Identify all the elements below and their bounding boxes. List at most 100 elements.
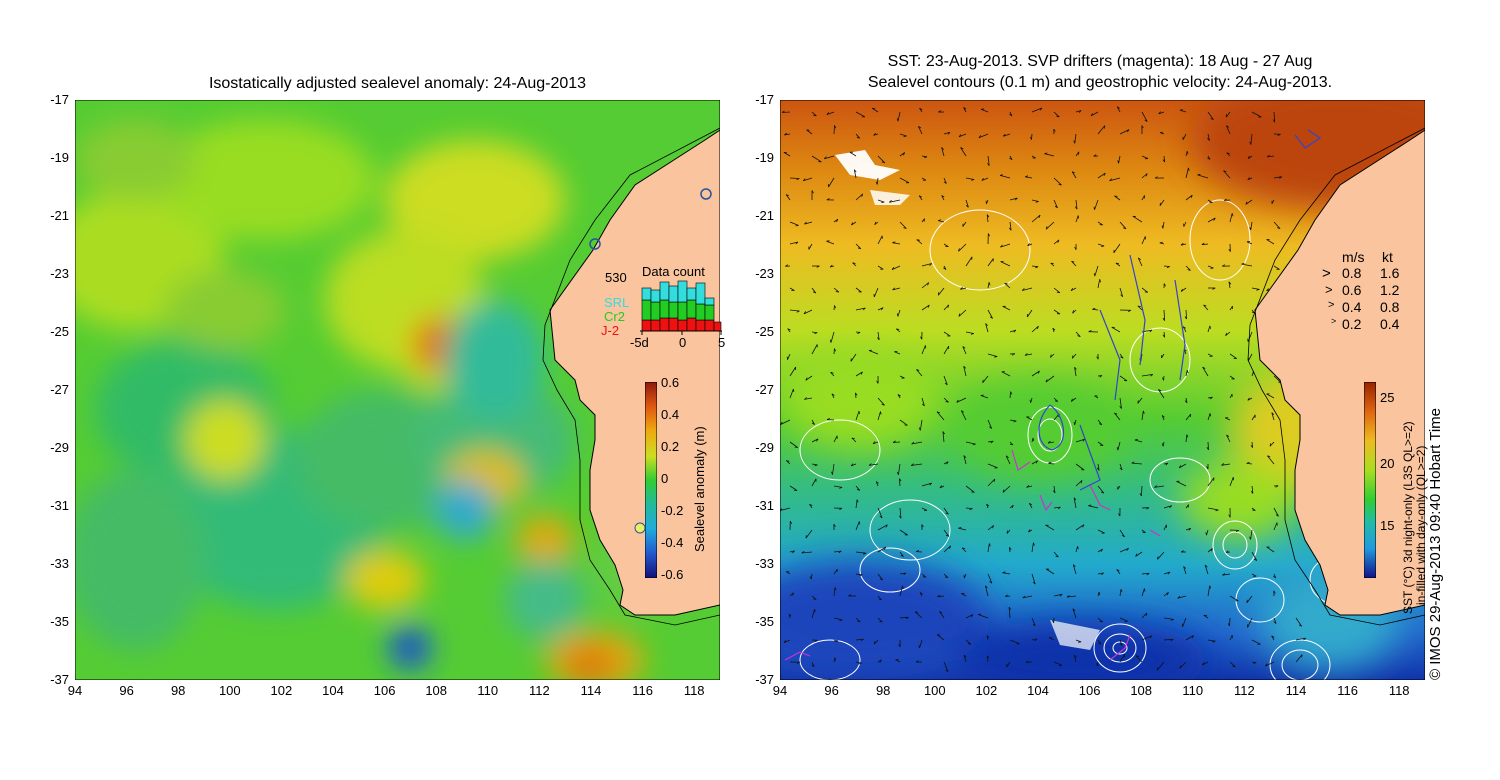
sst-colorbar-label-line1: SST (°C) 3d night-only (L3S QL>=2) xyxy=(1401,421,1415,614)
velocity-arrow xyxy=(1141,195,1145,201)
velocity-arrow-head xyxy=(1054,400,1058,402)
velocity-arrow-head xyxy=(958,527,962,529)
velocity-arrow-head xyxy=(857,332,861,334)
velocity-arrow-head xyxy=(988,282,991,286)
velocity-arrow-head xyxy=(789,520,792,524)
velocity-arrow xyxy=(876,177,879,185)
velocity-arrow xyxy=(1053,199,1058,209)
y-tick-label: -21 xyxy=(755,208,774,223)
velocity-arrow-head xyxy=(1098,423,1103,426)
velocity-arrow xyxy=(1159,199,1165,206)
velocity-arrow xyxy=(943,573,949,578)
velocity-arrow-head xyxy=(1050,354,1052,358)
velocity-arrow xyxy=(963,107,967,113)
velocity-arrow xyxy=(789,177,800,179)
velocity-arrow xyxy=(1182,326,1187,333)
velocity-arrow xyxy=(1273,265,1280,270)
velocity-arrow-head xyxy=(1053,128,1056,132)
velocity-arrow xyxy=(1273,522,1278,531)
y-tick-label: -29 xyxy=(50,440,69,455)
velocity-arrow-head xyxy=(1116,447,1119,451)
velocity-arrow xyxy=(833,435,838,443)
velocity-arrow-head xyxy=(921,524,924,528)
velocity-arrow xyxy=(1179,661,1187,669)
velocity-arrow xyxy=(804,397,813,400)
velocity-arrow-head xyxy=(860,638,864,642)
speed-legend-kt: 1.2 xyxy=(1380,282,1400,298)
velocity-arrow xyxy=(873,287,879,298)
velocity-arrow xyxy=(1245,199,1253,205)
velocity-arrow-head xyxy=(1162,317,1165,321)
velocity-arrow xyxy=(1009,419,1017,422)
velocity-arrow-head xyxy=(892,287,896,291)
velocity-arrow-head xyxy=(851,222,854,226)
velocity-arrow xyxy=(1226,125,1231,135)
velocity-arrow xyxy=(1090,111,1099,117)
velocity-arrow-head xyxy=(1008,227,1012,231)
velocity-arrow xyxy=(1097,221,1103,226)
velocity-arrow xyxy=(1028,503,1033,509)
sealevel-colorbar-tick: 0.4 xyxy=(661,407,680,422)
velocity-arrow xyxy=(1025,176,1033,179)
velocity-arrow xyxy=(833,617,843,621)
velocity-arrow-head xyxy=(855,392,858,396)
velocity-arrow xyxy=(1075,215,1079,223)
velocity-arrow-head xyxy=(805,377,808,381)
x-tick-label: 98 xyxy=(875,683,891,698)
velocity-arrow-head xyxy=(1210,118,1214,121)
velocity-arrow-head xyxy=(873,641,876,645)
velocity-arrow-head xyxy=(1044,152,1048,155)
velocity-arrow xyxy=(1053,177,1062,186)
velocity-arrow xyxy=(1273,111,1276,123)
velocity-arrow-head xyxy=(943,267,947,270)
velocity-arrow xyxy=(1097,529,1105,534)
velocity-arrow xyxy=(1031,214,1041,223)
velocity-arrow-head xyxy=(1271,412,1275,415)
velocity-arrow xyxy=(853,169,857,179)
velocity-arrow xyxy=(1251,414,1256,421)
velocity-arrow-head xyxy=(892,241,896,244)
velocity-arrow-head xyxy=(1249,536,1251,540)
velocity-arrow xyxy=(1114,195,1121,201)
velocity-arrow xyxy=(1075,199,1078,210)
velocity-arrow xyxy=(787,353,791,360)
velocity-arrow-head xyxy=(1279,176,1283,179)
velocity-arrow xyxy=(1070,287,1077,292)
data-count-legend-srl: SRL xyxy=(604,295,630,310)
velocity-arrow xyxy=(877,235,883,245)
velocity-arrow-head xyxy=(937,594,941,598)
x-tick-label: 102 xyxy=(975,683,998,698)
y-tick-label: -29 xyxy=(755,440,774,455)
velocity-arrow-head xyxy=(949,545,951,549)
velocity-arrow xyxy=(1273,507,1279,517)
velocity-arrow xyxy=(891,265,901,270)
velocity-arrow-head xyxy=(1225,332,1228,336)
velocity-arrow xyxy=(808,243,813,250)
velocity-arrow xyxy=(1097,172,1106,179)
velocity-arrow xyxy=(1071,397,1077,402)
velocity-arrow-head xyxy=(1004,282,1008,285)
velocity-arrow-head xyxy=(1008,606,1012,610)
y-tick-label: -27 xyxy=(755,382,774,397)
velocity-arrow xyxy=(1002,306,1011,311)
data-count-xtick: 0 xyxy=(679,335,687,350)
velocity-arrow xyxy=(826,240,835,245)
y-tick-label: -31 xyxy=(755,498,774,513)
velocity-arrow-head xyxy=(1088,504,1092,507)
velocity-arrow-head xyxy=(1161,225,1164,229)
velocity-arrow xyxy=(1071,171,1077,179)
velocity-arrow xyxy=(941,195,945,201)
velocity-arrow-head xyxy=(937,292,940,296)
velocity-arrow-head xyxy=(859,574,863,577)
velocity-arrow xyxy=(899,507,902,519)
velocity-arrow-head xyxy=(1024,353,1028,356)
velocity-arrow xyxy=(943,345,950,355)
velocity-arrow xyxy=(1163,591,1169,597)
velocity-arrow xyxy=(855,521,860,531)
velocity-arrow-head xyxy=(1021,288,1025,291)
velocity-arrow-head xyxy=(896,313,899,317)
velocity-arrow-head xyxy=(839,487,843,489)
velocity-arrow-head xyxy=(814,332,818,335)
velocity-arrow-head xyxy=(1203,304,1207,307)
velocity-arrow-head xyxy=(1246,461,1250,464)
